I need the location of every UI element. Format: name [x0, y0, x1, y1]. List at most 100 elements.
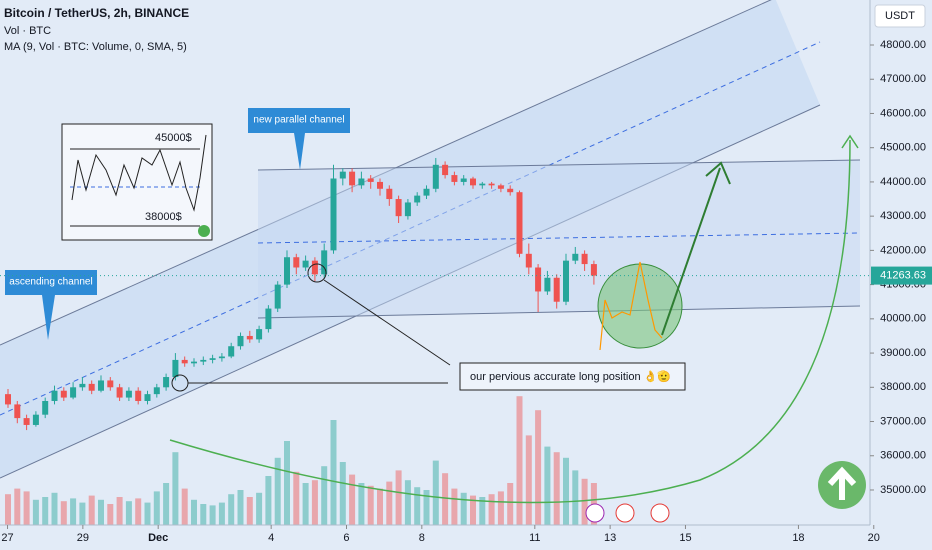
- callout-text: ascending channel: [9, 277, 92, 288]
- candle-body: [460, 178, 467, 182]
- candle-body: [218, 356, 225, 359]
- y-tick-label: 43000.00: [880, 210, 926, 222]
- currency[interactable]: USDT: [885, 10, 915, 22]
- candle-body: [200, 359, 207, 362]
- candle-body: [349, 171, 356, 186]
- last-price-label: 41263.63: [880, 269, 926, 281]
- candle-body: [228, 346, 235, 357]
- volume-bar: [535, 410, 542, 525]
- candle-body: [191, 361, 197, 364]
- volume-bar: [228, 494, 235, 525]
- y-tick-label: 47000.00: [880, 73, 926, 85]
- candle-body: [581, 253, 588, 265]
- volume-bar: [414, 487, 421, 525]
- candle-body: [237, 335, 244, 347]
- volume-bar: [172, 452, 179, 525]
- x-tick-label: 4: [268, 532, 274, 544]
- candle-body: [423, 188, 430, 196]
- volume-bar: [153, 491, 160, 525]
- volume-bar: [237, 490, 244, 525]
- y-tick-label: 42000.00: [880, 244, 926, 256]
- candle-body: [284, 257, 290, 285]
- volume-bar: [60, 501, 67, 525]
- y-tick-label: 37000.00: [880, 415, 926, 427]
- candle-body: [98, 380, 104, 391]
- candle-body: [479, 183, 486, 186]
- inset-label: 45000$: [155, 132, 192, 144]
- candle-body: [572, 253, 579, 261]
- volume-bar: [125, 501, 132, 525]
- volume-bar: [181, 488, 188, 525]
- icon: [198, 225, 210, 237]
- volume-bar: [395, 470, 402, 525]
- channel-line: [257, 305, 861, 319]
- volume-bar: [5, 494, 11, 525]
- volume-bar: [516, 396, 523, 525]
- x-tick-label: 20: [868, 532, 880, 544]
- x-tick-label: 8: [419, 532, 425, 544]
- candle-body: [163, 377, 170, 388]
- inset: [61, 123, 213, 241]
- y-tick-label: 36000.00: [880, 450, 926, 462]
- volume-bar: [70, 498, 77, 525]
- currency-button[interactable]: [874, 4, 926, 28]
- candle-body: [79, 383, 86, 388]
- label: our pervious accurate long position 👌🫡: [470, 370, 671, 383]
- inset-label: 38000$: [145, 211, 182, 223]
- volume-bar: [544, 446, 551, 525]
- candle-body: [404, 202, 411, 217]
- y-tick-label: 44000.00: [880, 176, 926, 188]
- indicator: Vol · BTC: [4, 25, 51, 37]
- volume-bar: [274, 457, 281, 525]
- volume-bar: [302, 483, 309, 525]
- volume-bar: [42, 497, 49, 525]
- y-tick-label: 40000.00: [880, 313, 926, 325]
- x-tick-label: 6: [343, 532, 349, 544]
- candle-body: [293, 257, 300, 268]
- volume-bar: [404, 480, 411, 525]
- volume-bar: [563, 457, 569, 525]
- candle-body: [395, 199, 402, 217]
- candle-body: [51, 390, 58, 401]
- candle-body: [525, 253, 532, 268]
- candle-body: [60, 390, 67, 398]
- candle-body: [321, 250, 328, 275]
- volume-bar: [572, 470, 579, 525]
- volume-bar: [358, 483, 365, 525]
- candle-body: [488, 183, 495, 186]
- volume-bar: [460, 492, 467, 525]
- callout-text: new parallel channel: [253, 115, 344, 126]
- candle-body: [125, 390, 132, 398]
- candle-body: [70, 387, 77, 398]
- last-price-tag: [871, 266, 932, 285]
- candle-body: [451, 175, 458, 182]
- candle-body: [153, 387, 160, 395]
- candle-body: [42, 400, 49, 415]
- volume-bar: [246, 497, 253, 525]
- volume-bar: [432, 460, 439, 525]
- candle-body: [144, 394, 151, 401]
- event-icon: [585, 503, 605, 523]
- candle-body: [442, 164, 449, 176]
- x-tick-label: 15: [679, 532, 691, 544]
- y-tick-label: 35000.00: [880, 484, 926, 496]
- volume-bar: [88, 495, 95, 525]
- volume-bar: [163, 483, 170, 525]
- volume-bar: [265, 476, 272, 525]
- arrow-head: [705, 161, 731, 185]
- curve-arrow: [169, 139, 851, 504]
- candle-body: [88, 383, 95, 391]
- candle-body: [172, 359, 179, 378]
- y-tick-label: 39000.00: [880, 347, 926, 359]
- y-tick-label: 48000.00: [880, 39, 926, 51]
- channel-mid: [257, 232, 861, 244]
- volume-bar: [497, 491, 504, 525]
- callout: [248, 108, 350, 170]
- projection: [599, 261, 663, 351]
- volume-bar: [14, 488, 21, 525]
- candle-body: [311, 260, 318, 275]
- y-tick-label: 46000.00: [880, 107, 926, 119]
- candle-body: [5, 394, 11, 405]
- projection-arrow: [661, 167, 721, 336]
